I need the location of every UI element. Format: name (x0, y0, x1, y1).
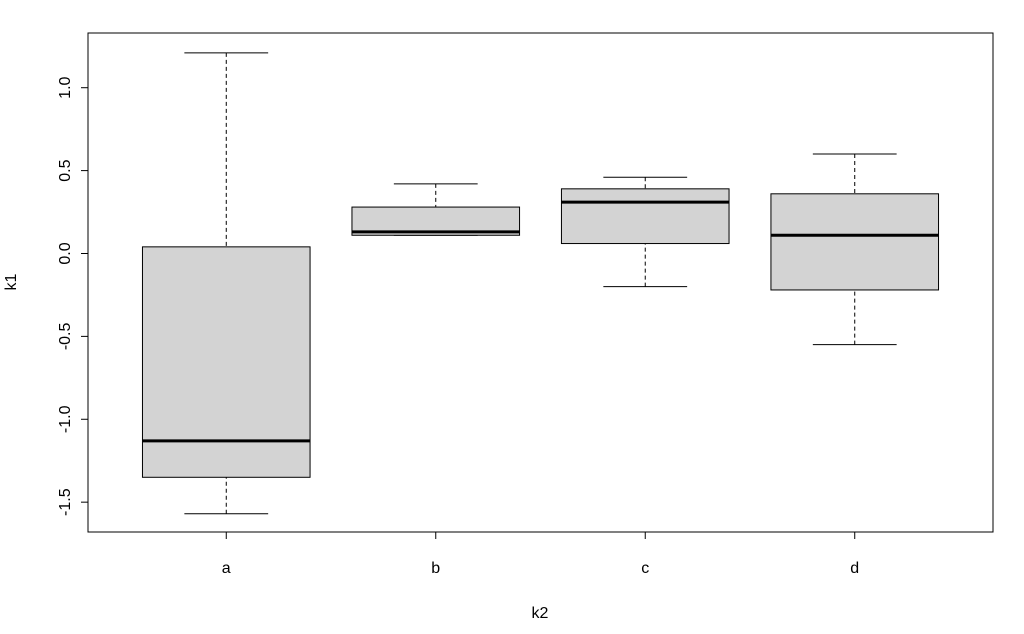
y-tick-label: -1.0 (57, 405, 74, 433)
y-axis-label: k1 (3, 273, 20, 290)
x-axis-label: k2 (532, 605, 549, 622)
x-tick-label: d (850, 560, 859, 577)
y-tick-label: -1.5 (57, 488, 74, 516)
x-tick-label: c (641, 560, 649, 577)
plot-frame (87, 32, 994, 533)
x-tick-label: b (431, 560, 440, 577)
y-tick-label: 0.5 (57, 159, 74, 181)
box (560, 188, 730, 245)
box (770, 193, 940, 291)
y-tick-label: -0.5 (57, 322, 74, 350)
y-tick-label: 0.0 (57, 242, 74, 264)
x-tick-label: a (222, 560, 231, 577)
y-tick-label: 1.0 (57, 76, 74, 98)
box (141, 246, 311, 478)
